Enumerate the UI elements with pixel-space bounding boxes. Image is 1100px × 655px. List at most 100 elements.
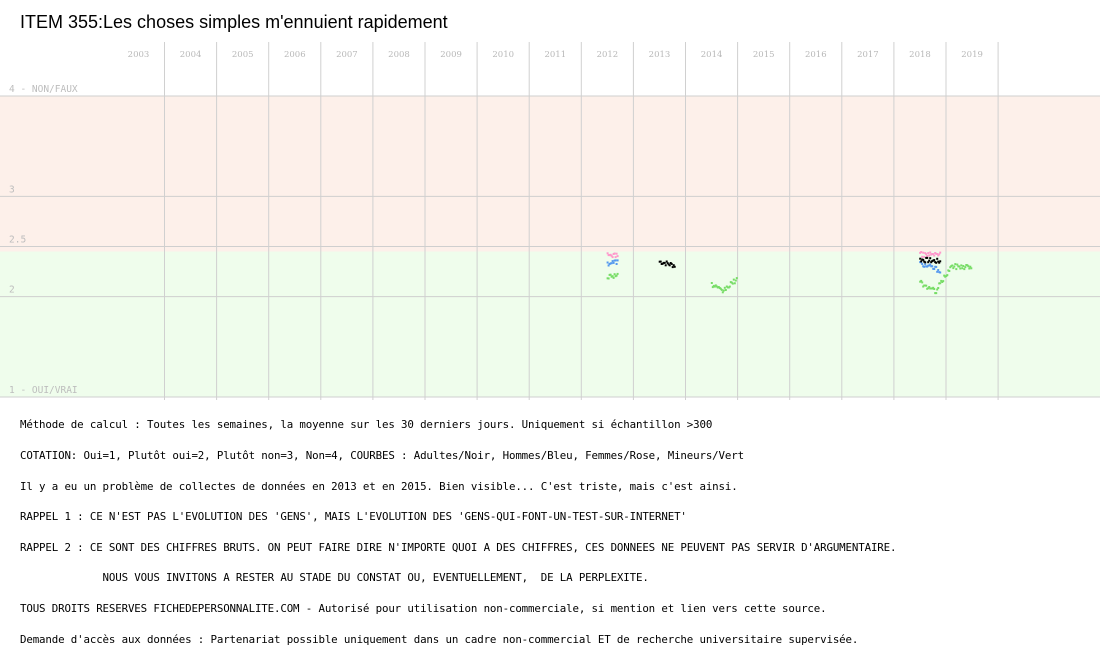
x-tick-label: 2010 xyxy=(492,50,514,60)
data-point xyxy=(928,286,931,288)
data-point xyxy=(710,282,713,284)
data-point xyxy=(943,274,946,277)
data-point xyxy=(928,254,931,257)
data-point xyxy=(616,272,619,275)
x-tick-label: 2017 xyxy=(857,50,879,60)
data-point xyxy=(919,257,922,260)
data-point xyxy=(606,252,609,255)
data-point xyxy=(925,284,928,287)
data-point xyxy=(733,282,736,285)
data-point xyxy=(944,275,947,278)
series-mineurs xyxy=(606,263,973,295)
note-line: Méthode de calcul : Toutes les semaines,… xyxy=(20,418,713,432)
data-point xyxy=(967,265,970,268)
data-point xyxy=(611,275,614,278)
data-point xyxy=(933,254,936,257)
data-point xyxy=(731,282,734,285)
note-line: COTATION: Oui=1, Plutôt oui=2, Plutôt no… xyxy=(20,449,744,462)
data-point xyxy=(659,260,662,263)
data-point xyxy=(607,277,610,280)
data-point xyxy=(922,258,925,261)
data-point xyxy=(607,264,610,267)
data-point xyxy=(927,252,930,255)
data-point xyxy=(948,270,951,272)
data-point xyxy=(732,278,735,281)
data-point xyxy=(939,282,942,285)
data-point xyxy=(953,265,956,268)
data-point xyxy=(931,265,934,268)
data-point xyxy=(939,251,942,254)
x-tick-label: 2008 xyxy=(388,50,410,60)
data-point xyxy=(939,260,942,263)
data-point xyxy=(959,267,962,270)
data-point xyxy=(929,263,932,266)
data-point xyxy=(951,264,954,267)
data-point xyxy=(664,264,667,267)
note-line: Demande d'accès aux données : Partenaria… xyxy=(20,632,859,646)
data-point xyxy=(668,264,671,267)
data-point xyxy=(728,285,731,288)
data-point xyxy=(961,267,964,270)
data-point xyxy=(713,285,716,288)
data-point xyxy=(723,286,726,289)
data-point xyxy=(933,288,936,290)
data-point xyxy=(937,287,940,289)
series-adultes xyxy=(658,256,942,269)
data-point xyxy=(956,263,959,266)
data-point xyxy=(968,267,971,270)
data-point xyxy=(666,262,669,265)
data-point xyxy=(711,286,714,289)
x-tick-label: 2013 xyxy=(649,50,671,60)
data-point xyxy=(933,268,936,270)
data-point xyxy=(609,273,612,276)
background-zone xyxy=(0,96,1100,252)
x-tick-label: 2004 xyxy=(180,50,202,60)
data-point xyxy=(960,264,963,267)
data-point xyxy=(939,271,942,274)
x-tick-label: 2011 xyxy=(544,50,566,60)
data-point xyxy=(930,261,933,264)
data-point xyxy=(963,268,966,271)
data-point xyxy=(724,289,727,291)
x-tick-label: 2015 xyxy=(753,50,775,60)
data-point xyxy=(672,264,675,267)
series-hommes xyxy=(606,259,942,274)
data-point xyxy=(920,251,923,253)
data-point xyxy=(955,268,958,271)
data-point xyxy=(932,253,935,256)
data-point xyxy=(938,253,941,256)
data-point xyxy=(616,259,619,262)
data-point xyxy=(954,263,957,266)
data-point xyxy=(921,263,924,265)
data-point xyxy=(929,251,932,254)
data-point xyxy=(720,288,723,291)
data-point xyxy=(922,251,925,254)
data-point xyxy=(714,284,717,287)
data-point xyxy=(935,292,938,295)
data-point xyxy=(935,265,938,268)
data-point xyxy=(921,281,924,284)
data-point xyxy=(610,254,613,257)
y-tick-label: 3 xyxy=(9,184,15,195)
data-point xyxy=(938,261,941,264)
data-point xyxy=(962,265,965,267)
data-point xyxy=(924,252,927,255)
series-femmes xyxy=(606,251,942,259)
data-point xyxy=(958,265,961,268)
data-point xyxy=(952,267,955,270)
x-tick-label: 2019 xyxy=(961,50,983,60)
y-tick-label: 2.5 xyxy=(9,235,26,246)
chart-title: ITEM 355:Les choses simples m'ennuient r… xyxy=(20,12,448,32)
data-point xyxy=(612,261,615,264)
data-point xyxy=(611,256,614,259)
data-point xyxy=(673,265,676,268)
data-point xyxy=(616,255,619,258)
background-zone xyxy=(0,251,1100,397)
note-line: Il y a eu un problème de collectes de do… xyxy=(20,479,738,493)
x-tick-label: 2009 xyxy=(440,50,462,60)
x-tick-label: 2007 xyxy=(336,50,358,60)
data-point xyxy=(921,255,924,258)
data-point xyxy=(927,261,930,264)
data-point xyxy=(946,274,949,277)
y-tick-label: 2 xyxy=(9,285,15,296)
